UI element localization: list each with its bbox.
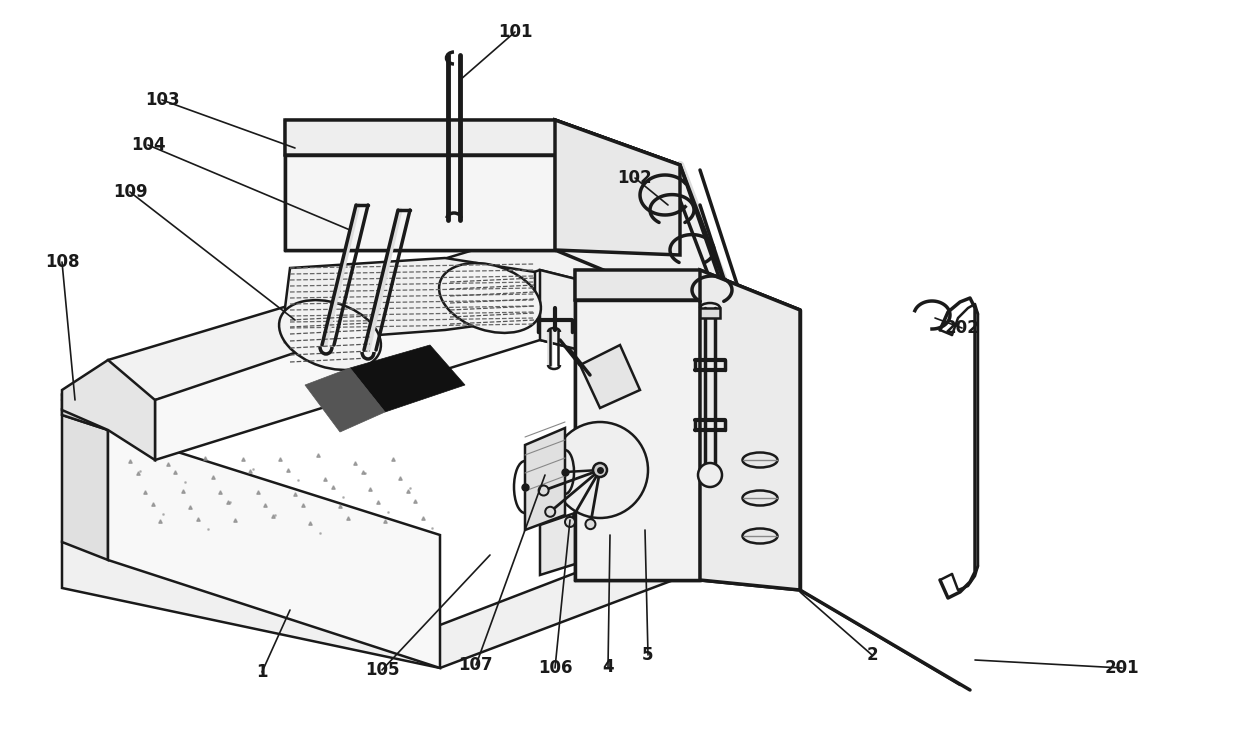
Circle shape xyxy=(698,463,722,487)
Polygon shape xyxy=(556,120,720,310)
Ellipse shape xyxy=(439,263,541,333)
Polygon shape xyxy=(305,368,384,432)
Polygon shape xyxy=(285,258,534,342)
Text: 1: 1 xyxy=(257,663,268,681)
Ellipse shape xyxy=(279,300,381,370)
Text: 109: 109 xyxy=(113,183,148,201)
Polygon shape xyxy=(701,308,720,318)
Polygon shape xyxy=(62,410,108,560)
Polygon shape xyxy=(575,300,701,580)
Text: 102: 102 xyxy=(618,169,652,187)
Text: 2: 2 xyxy=(867,646,878,664)
Polygon shape xyxy=(108,430,440,668)
Ellipse shape xyxy=(743,452,777,467)
Text: 105: 105 xyxy=(365,661,399,679)
Circle shape xyxy=(552,422,649,518)
Circle shape xyxy=(585,519,595,529)
Text: 101: 101 xyxy=(497,23,532,41)
Text: 108: 108 xyxy=(45,253,79,271)
Polygon shape xyxy=(155,270,701,460)
Polygon shape xyxy=(580,345,640,408)
Polygon shape xyxy=(285,120,680,165)
Text: 202: 202 xyxy=(945,319,980,337)
Polygon shape xyxy=(539,270,701,380)
Polygon shape xyxy=(62,525,701,668)
Polygon shape xyxy=(539,470,701,575)
Text: 104: 104 xyxy=(130,136,165,154)
Circle shape xyxy=(593,463,608,477)
Circle shape xyxy=(538,486,548,496)
Text: 106: 106 xyxy=(538,659,572,677)
Ellipse shape xyxy=(743,490,777,505)
Polygon shape xyxy=(62,360,155,460)
Polygon shape xyxy=(350,345,465,412)
Polygon shape xyxy=(556,120,680,255)
Text: 107: 107 xyxy=(459,656,494,674)
Text: 103: 103 xyxy=(145,91,180,109)
Polygon shape xyxy=(62,395,108,430)
Polygon shape xyxy=(701,270,800,590)
Text: 4: 4 xyxy=(603,658,614,676)
Polygon shape xyxy=(285,155,556,250)
Polygon shape xyxy=(575,270,800,310)
Text: 5: 5 xyxy=(642,646,653,664)
Text: 201: 201 xyxy=(1105,659,1140,677)
Polygon shape xyxy=(108,230,701,430)
Circle shape xyxy=(565,517,575,527)
Ellipse shape xyxy=(743,528,777,544)
Polygon shape xyxy=(525,428,565,530)
Circle shape xyxy=(546,507,556,517)
